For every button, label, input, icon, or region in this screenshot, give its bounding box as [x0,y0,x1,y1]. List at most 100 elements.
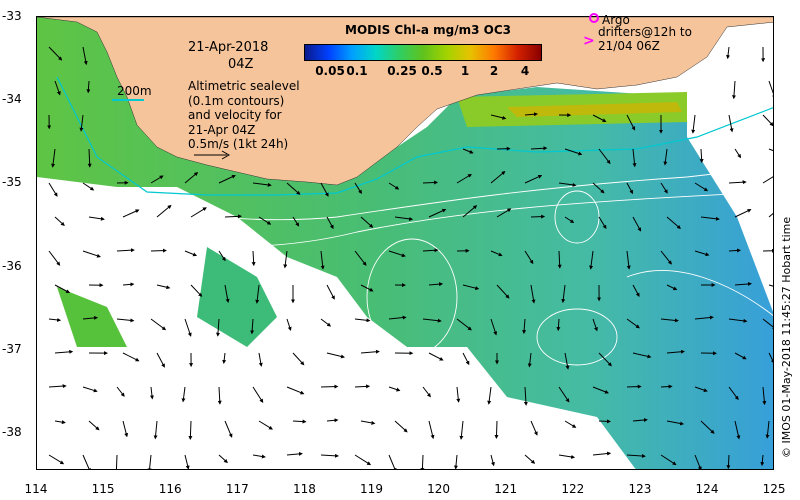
velocity-arrow [557,250,562,269]
velocity-arrow [86,80,91,94]
velocity-arrow [530,146,548,151]
colorbar-tick: 0.5 [421,64,443,78]
velocity-arrow [224,214,242,219]
velocity-arrow [762,176,773,184]
credit-text: © IMOS 01-May-2018 11:45:27 Hobart time [780,216,793,458]
velocity-arrow [326,352,345,359]
velocity-arrow [561,284,566,304]
legend-line: 21-Apr 04Z [188,122,256,137]
velocity-arrow [388,250,406,258]
velocity-arrow [252,182,272,187]
velocity-arrow [156,284,171,290]
land-mass [37,17,773,186]
velocity-arrow [224,420,233,438]
velocity-arrow [258,352,263,367]
velocity-arrow [48,182,58,197]
velocity-arrow [728,248,742,253]
y-tick-label: -34 [2,92,22,107]
velocity-arrow [768,284,773,287]
velocity-arrow [734,209,752,218]
velocity-arrow [660,250,672,265]
velocity-arrow [428,208,447,218]
velocity-arrow [122,209,140,218]
velocity-arrow [494,420,499,439]
velocity-arrow [558,182,577,187]
velocity-arrow [524,175,543,184]
velocity-arrow [760,454,765,467]
velocity-arrow [462,205,478,218]
x-tick-label: 116 [158,482,182,496]
map-graphic [37,17,773,469]
velocity-arrow [524,454,536,464]
velocity-arrow [524,112,538,117]
velocity-arrow [564,216,575,224]
x-tick-label: 123 [628,482,652,496]
velocity-arrow [116,248,135,253]
velocity-arrow [456,173,472,184]
isobath-legend-line [112,99,144,101]
velocity-arrow [490,454,495,467]
velocity-arrow [765,420,770,439]
velocity-arrow [592,318,598,332]
velocity-arrow [48,454,65,465]
velocity-arrow [663,148,668,166]
velocity-arrow [122,282,135,287]
velocity-arrow [598,148,611,165]
velocity-arrow [598,419,611,424]
velocity-arrow [762,318,773,330]
velocity-arrow [694,182,709,192]
velocity-arrow [292,352,305,366]
velocity-arrow [726,46,731,60]
velocity-arrow [428,420,435,440]
velocity-arrow [728,318,748,323]
velocity-arrow [660,384,673,389]
velocity-arrow [153,420,158,440]
velocity-arrow [255,284,260,304]
sealevel-contour [37,166,773,221]
colorbar-tick: 0.05 [315,64,345,78]
velocity-arrow [422,386,431,398]
velocity-arrow [626,114,636,131]
velocity-arrow [598,352,612,367]
velocity-arrow [116,318,135,323]
velocity-arrow [217,386,222,405]
velocity-arrow [82,386,98,393]
velocity-arrow [428,282,444,287]
velocity-arrow [660,318,679,323]
velocity-arrow [530,420,538,436]
velocity-arrow [522,318,527,335]
y-tick-label: -33 [2,9,22,23]
velocity-arrow [286,182,301,195]
colorbar-tick: 2 [489,64,499,78]
y-tick-label: -35 [2,175,22,190]
velocity-arrow [320,384,339,389]
velocity-arrow [490,250,503,257]
velocity-arrow [388,454,397,469]
velocity-arrow [728,386,739,401]
velocity-arrow [122,420,129,438]
velocity-arrow [48,46,63,61]
velocity-arrow [589,250,594,270]
velocity-arrow [258,420,273,430]
velocity-arrow [626,182,633,195]
velocity-arrow [326,216,334,230]
velocity-arrow [732,80,737,100]
velocity-arrow [420,454,425,469]
velocity-arrow [462,352,470,366]
drifter-line: drifters@12h to [598,25,692,39]
velocity-arrow [286,386,305,395]
velocity-arrow [82,250,101,258]
velocity-arrow [394,420,408,433]
velocity-arrow [48,317,62,322]
velocity-arrow [496,284,510,299]
x-tick-label: 115 [91,482,115,496]
velocity-arrow [700,420,715,434]
velocity-arrow [156,352,165,368]
velocity-arrow [726,454,731,469]
velocity-arrow [48,250,61,266]
argo-circle-icon [589,13,599,23]
velocity-arrow [149,386,154,400]
velocity-arrow [734,281,752,286]
velocity-arrow [190,284,203,297]
legend-line: 0.5m/s (1kt 24h) [188,137,289,151]
